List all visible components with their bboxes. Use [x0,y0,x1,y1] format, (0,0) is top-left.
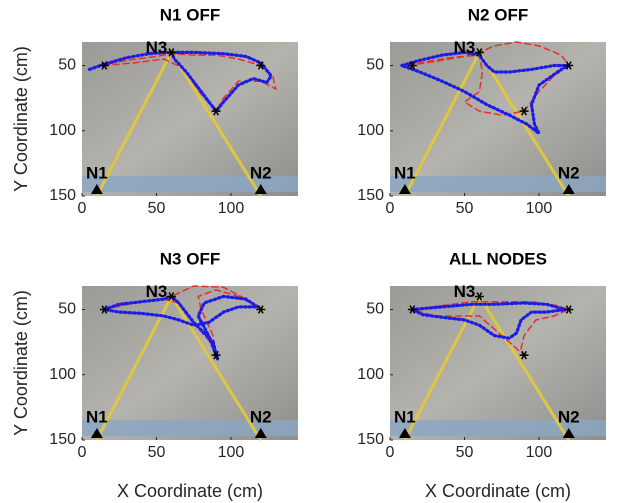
leg [95,295,173,441]
node-point [256,305,266,314]
node-support [254,428,267,438]
node-point [166,292,176,301]
x-axis-label: X Coordinate (cm) [117,481,263,501]
node-support [562,428,575,438]
node-label: N2 [558,163,580,182]
node-point [211,106,221,116]
trajectory [400,50,570,135]
rail [82,176,298,192]
y-tick-label: 100 [49,366,76,383]
y-tick-label: 100 [357,366,384,383]
y-tick-label: 100 [49,122,76,139]
x-tick-label: 0 [386,444,395,461]
y-tick-label: 50 [366,301,384,318]
subplot: N2 OFF 0 50 100 50 100 150 N1 N2 N3 [357,5,606,217]
subplot: ALL NODES 0 50 100 50 100 150 X Coordinate (cm)… [357,249,606,501]
y-tick-label: 150 [357,187,384,204]
x-tick-label: 50 [456,200,474,217]
node-support [398,428,411,438]
node-point [99,305,109,314]
y-tick-label: 100 [357,122,384,139]
x-tick-label: 100 [526,444,553,461]
subplot-title: N2 OFF [468,5,528,24]
node-point [564,305,574,314]
leg [170,51,263,197]
node-label: N3 [454,38,476,57]
node-support [90,184,103,194]
x-tick-label: 100 [526,200,553,217]
leg [403,51,481,197]
y-axis-label: Y Coordinate (cm) [11,290,31,436]
y-tick-label: 150 [49,431,76,448]
x-tick-label: 100 [218,200,245,217]
node-point [256,61,266,70]
trajectory [410,301,567,340]
x-tick-label: 50 [148,200,166,217]
subplot-title: N3 OFF [160,249,220,268]
node-point [407,61,417,70]
node-label: N3 [454,282,476,301]
rail [82,420,298,436]
x-tick-label: 0 [78,200,87,217]
node-point [519,350,529,360]
rail [390,176,606,192]
y-tick-label: 50 [58,57,76,74]
trajectory [103,285,262,356]
node-point [474,292,484,301]
trajectory [87,50,274,114]
node-point [474,48,484,57]
node-label: N1 [394,407,416,426]
x-tick-label: 0 [78,444,87,461]
trajectory [411,300,571,356]
node-support [562,184,575,194]
node-label: N3 [146,282,168,301]
x-tick-label: 50 [148,444,166,461]
y-tick-label: 50 [366,57,384,74]
subplot-title: N1 OFF [160,5,220,24]
node-support [398,184,411,194]
node-point [211,350,221,360]
node-point [564,61,574,70]
node-label: N3 [146,38,168,57]
leg [95,51,173,197]
y-tick-label: 150 [357,431,384,448]
leg [170,295,263,441]
node-point [166,48,176,57]
x-axis-label: X Coordinate (cm) [425,481,571,501]
node-label: N1 [394,163,416,182]
subplot-title: ALL NODES [449,249,547,268]
x-tick-label: 0 [386,200,395,217]
node-label: N2 [250,163,272,182]
y-tick-label: 150 [49,187,76,204]
rail [390,420,606,436]
x-tick-label: 100 [218,444,245,461]
node-point [99,61,109,70]
node-point [407,305,417,314]
trajectory [407,41,570,116]
node-label: N2 [250,407,272,426]
node-point [519,106,529,116]
node-label: N2 [558,407,580,426]
y-axis-label: Y Coordinate (cm) [11,46,31,192]
subplot: N3 OFF 0 50 100 50 100 150 X Coordinate (cm) Y C… [11,249,298,501]
node-support [254,184,267,194]
node-support [90,428,103,438]
node-label: N1 [86,407,108,426]
subplot: N1 OFF 0 50 100 50 100 150 Y Coordinate (cm) N1 N… [11,5,298,217]
x-tick-label: 50 [456,444,474,461]
leg [478,295,571,441]
y-tick-label: 50 [58,301,76,318]
node-label: N1 [86,163,108,182]
